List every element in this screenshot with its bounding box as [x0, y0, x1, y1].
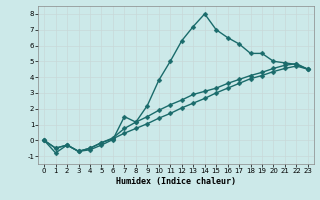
X-axis label: Humidex (Indice chaleur): Humidex (Indice chaleur)	[116, 177, 236, 186]
